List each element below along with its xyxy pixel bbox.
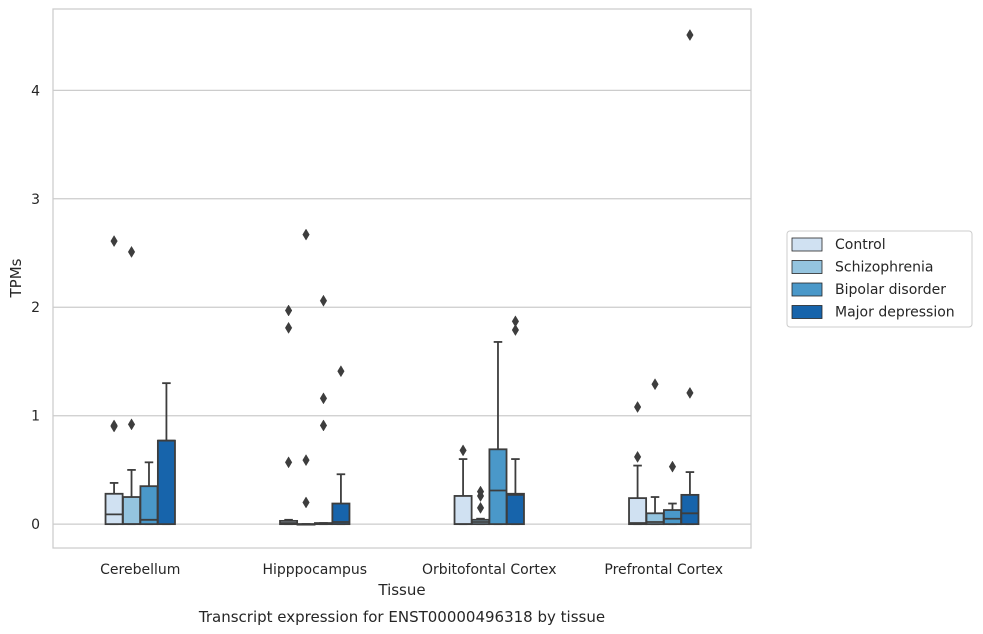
box-body [156, 439, 176, 526]
box-control [279, 304, 299, 526]
outlier-point [633, 450, 642, 463]
box-control [453, 444, 473, 526]
box-body [663, 509, 682, 526]
legend-label: Schizophrenia [835, 260, 933, 276]
outlier-point [127, 245, 136, 258]
y-tick-label: 2 [31, 300, 40, 316]
outlier-point [651, 378, 659, 391]
outlier-point [511, 315, 520, 328]
box-major-depression [331, 365, 351, 526]
outlier-point [284, 321, 293, 334]
x-tick-label: Cerebellum [100, 562, 180, 578]
legend-swatch [791, 260, 823, 274]
legend-swatch [791, 282, 823, 297]
box-body [139, 485, 159, 526]
y-tick-label: 4 [31, 83, 40, 99]
outlier-point [302, 228, 310, 241]
outlier-point [302, 454, 310, 467]
outlier-point [319, 392, 328, 405]
y-axis-label: TPMs [7, 258, 25, 298]
y-tick-label: 3 [31, 192, 40, 208]
y-tick-label: 1 [31, 409, 40, 425]
outlier-point [337, 365, 345, 378]
y-tick-label: 0 [31, 517, 40, 533]
chart-caption: Transcript expression for ENST0000049631… [198, 608, 605, 626]
box-body [104, 492, 124, 526]
box-schizophrenia [471, 485, 490, 526]
legend-label: Bipolar disorder [835, 282, 946, 298]
box-bipolar-disorder [488, 341, 508, 526]
outlier-point [686, 386, 694, 399]
legend-items: Control Schizophrenia Bipolar disorder Majo… [791, 237, 955, 321]
outlier-point [110, 235, 118, 248]
box-body [488, 448, 508, 526]
outlier-point [476, 501, 485, 514]
box-body [453, 495, 473, 526]
box-body [331, 502, 351, 526]
box-body [122, 496, 141, 526]
legend-frame [786, 230, 973, 328]
plot-frame [52, 8, 752, 549]
outlier-point [686, 29, 694, 42]
x-tick-label: Hipppocampus [262, 562, 367, 578]
outlier-point [284, 304, 293, 317]
outlier-point [633, 401, 642, 414]
box-major-depression [505, 315, 525, 526]
outlier-point [284, 456, 293, 469]
legend-swatch [791, 237, 823, 252]
x-axis-label: Tissue [377, 581, 425, 599]
box-body [628, 497, 648, 526]
box-schizophrenia [296, 228, 316, 526]
outlier-point [476, 485, 485, 498]
outlier-point [511, 324, 520, 337]
legend-label: Major depression [835, 305, 955, 321]
legend: Control Schizophrenia Bipolar disorder Majo… [786, 230, 973, 328]
x-axis-ticks: Cerebellum Hipppocampus Orbitofontal Corte… [100, 562, 723, 578]
x-tick-label: Prefrontal Cortex [604, 562, 723, 578]
box-control [104, 235, 124, 526]
box-series [104, 29, 700, 526]
box-major-depression [156, 382, 176, 526]
box-body [680, 493, 700, 526]
x-tick-label: Orbitofontal Cortex [422, 562, 557, 578]
outlier-point [127, 418, 136, 431]
legend-swatch [791, 305, 823, 319]
outlier-point [459, 444, 467, 457]
legend-label: Control [835, 237, 886, 253]
box-control [628, 401, 648, 526]
outlier-point [319, 419, 328, 432]
outlier-point [302, 496, 310, 509]
box-bipolar-disorder [663, 460, 682, 526]
box-schizophrenia [645, 378, 665, 526]
y-axis-ticks: 0 1 2 3 4 [31, 83, 40, 533]
box-major-depression [680, 29, 700, 526]
outlier-point [668, 460, 677, 473]
box-body [505, 492, 525, 526]
outlier-point [110, 419, 118, 432]
outlier-point [319, 294, 328, 307]
